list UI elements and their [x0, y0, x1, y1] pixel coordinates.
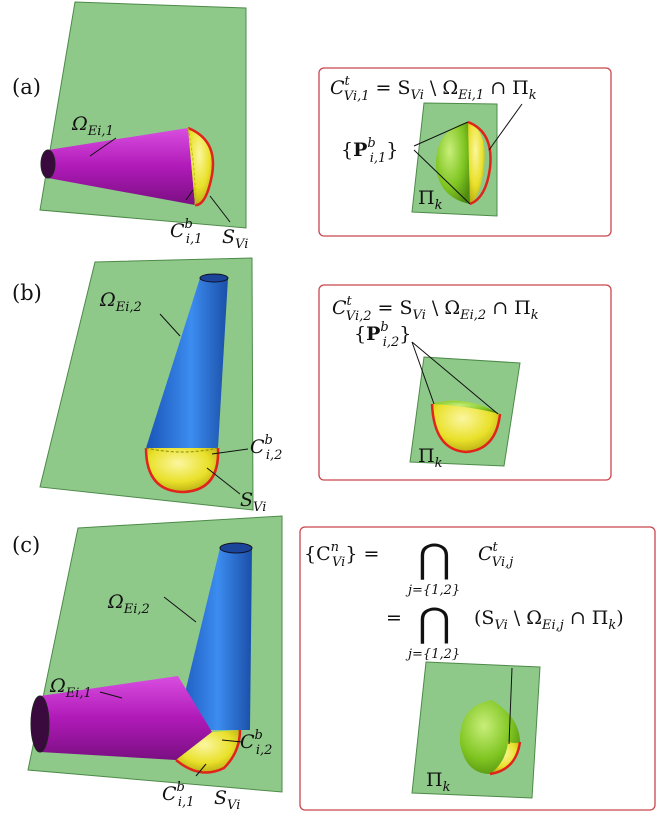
- label-c-b-i2-b: Cb i,2: [250, 433, 282, 463]
- box-b: [318, 284, 612, 481]
- label-pi-k-b: Πk: [418, 445, 443, 471]
- box-a: [318, 67, 612, 237]
- label-p-b-i2-b: {Pb i,2}: [354, 320, 411, 350]
- equation-b: Ct Vi,2 = SVi \ ΩEi,2 ∩ Πk: [332, 294, 539, 324]
- cone-omega-e2-b: [146, 273, 229, 448]
- box-hemisphere-b: [430, 400, 502, 454]
- equation-c-line2-eq: =: [386, 607, 402, 629]
- label-p-b-i1-a: {Pb i,1}: [341, 136, 398, 166]
- label-omega-e2-c: ΩEi,2: [107, 591, 150, 617]
- label-s-vi-b: SVi: [240, 489, 266, 515]
- label-omega-e2-b: ΩEi,2: [99, 289, 142, 315]
- sphere-cap-b: [144, 447, 220, 494]
- label-omega-e1-c: ΩEi,1: [49, 675, 92, 701]
- label-pi-k-a: Πk: [418, 187, 443, 213]
- cone-omega-e1-a: [40, 128, 195, 205]
- equation-c-line1-lhs: {Cn Vi} =: [304, 540, 379, 570]
- cone-omega-e2-c: [176, 542, 253, 730]
- label-c-b-i1-a: Cb i,1: [170, 217, 202, 247]
- box-c: [299, 526, 656, 811]
- label-s-vi-c: SVi: [214, 787, 240, 813]
- label-pi-k-c: Πk: [426, 769, 451, 795]
- panel-a: (a) ΩEi,1 Cb i,1 SVi Ct Vi,1 = SVi \ ΩEi,1…: [12, 1, 612, 252]
- bigcap-1: ⋂: [418, 536, 451, 582]
- label-omega-e1-a: ΩEi,1: [71, 113, 114, 139]
- box-hemisphere-a: [435, 120, 492, 206]
- panel-c: (c) ΩEi,2 ΩEi,1 Cb i,2 Cb i,1 SVi {Cn Vi} =…: [12, 515, 656, 813]
- panel-c-tag: (c): [12, 533, 40, 557]
- box-hemisphere-c: [459, 700, 522, 776]
- label-c-b-i2-c: Cb i,2: [240, 728, 272, 758]
- equation-c-line2-rhs: (SVi \ ΩEi,j ∩ Πk): [474, 607, 624, 633]
- equation-a: Ct Vi,1 = SVi \ ΩEi,1 ∩ Πk: [330, 74, 537, 104]
- panel-a-tag: (a): [12, 75, 41, 99]
- panel-b-tag: (b): [12, 281, 42, 305]
- equation-c-line1-rhs: Ct Vi,j: [478, 540, 513, 570]
- cone-omega-e1-c: [30, 676, 212, 760]
- panel-b: (b) ΩEi,2 Cb i,2 SVi Ct Vi,2 = SVi \ ΩEi,2…: [12, 257, 612, 515]
- bigcap-2: ⋂: [418, 600, 451, 646]
- label-s-vi-a: SVi: [222, 226, 248, 252]
- bigcap-1-index: j={1,2}: [405, 583, 460, 598]
- bigcap-2-index: j={1,2}: [405, 647, 460, 662]
- sphere-cap-a: [187, 126, 215, 207]
- label-c-b-i1-c: Cb i,1: [162, 780, 194, 810]
